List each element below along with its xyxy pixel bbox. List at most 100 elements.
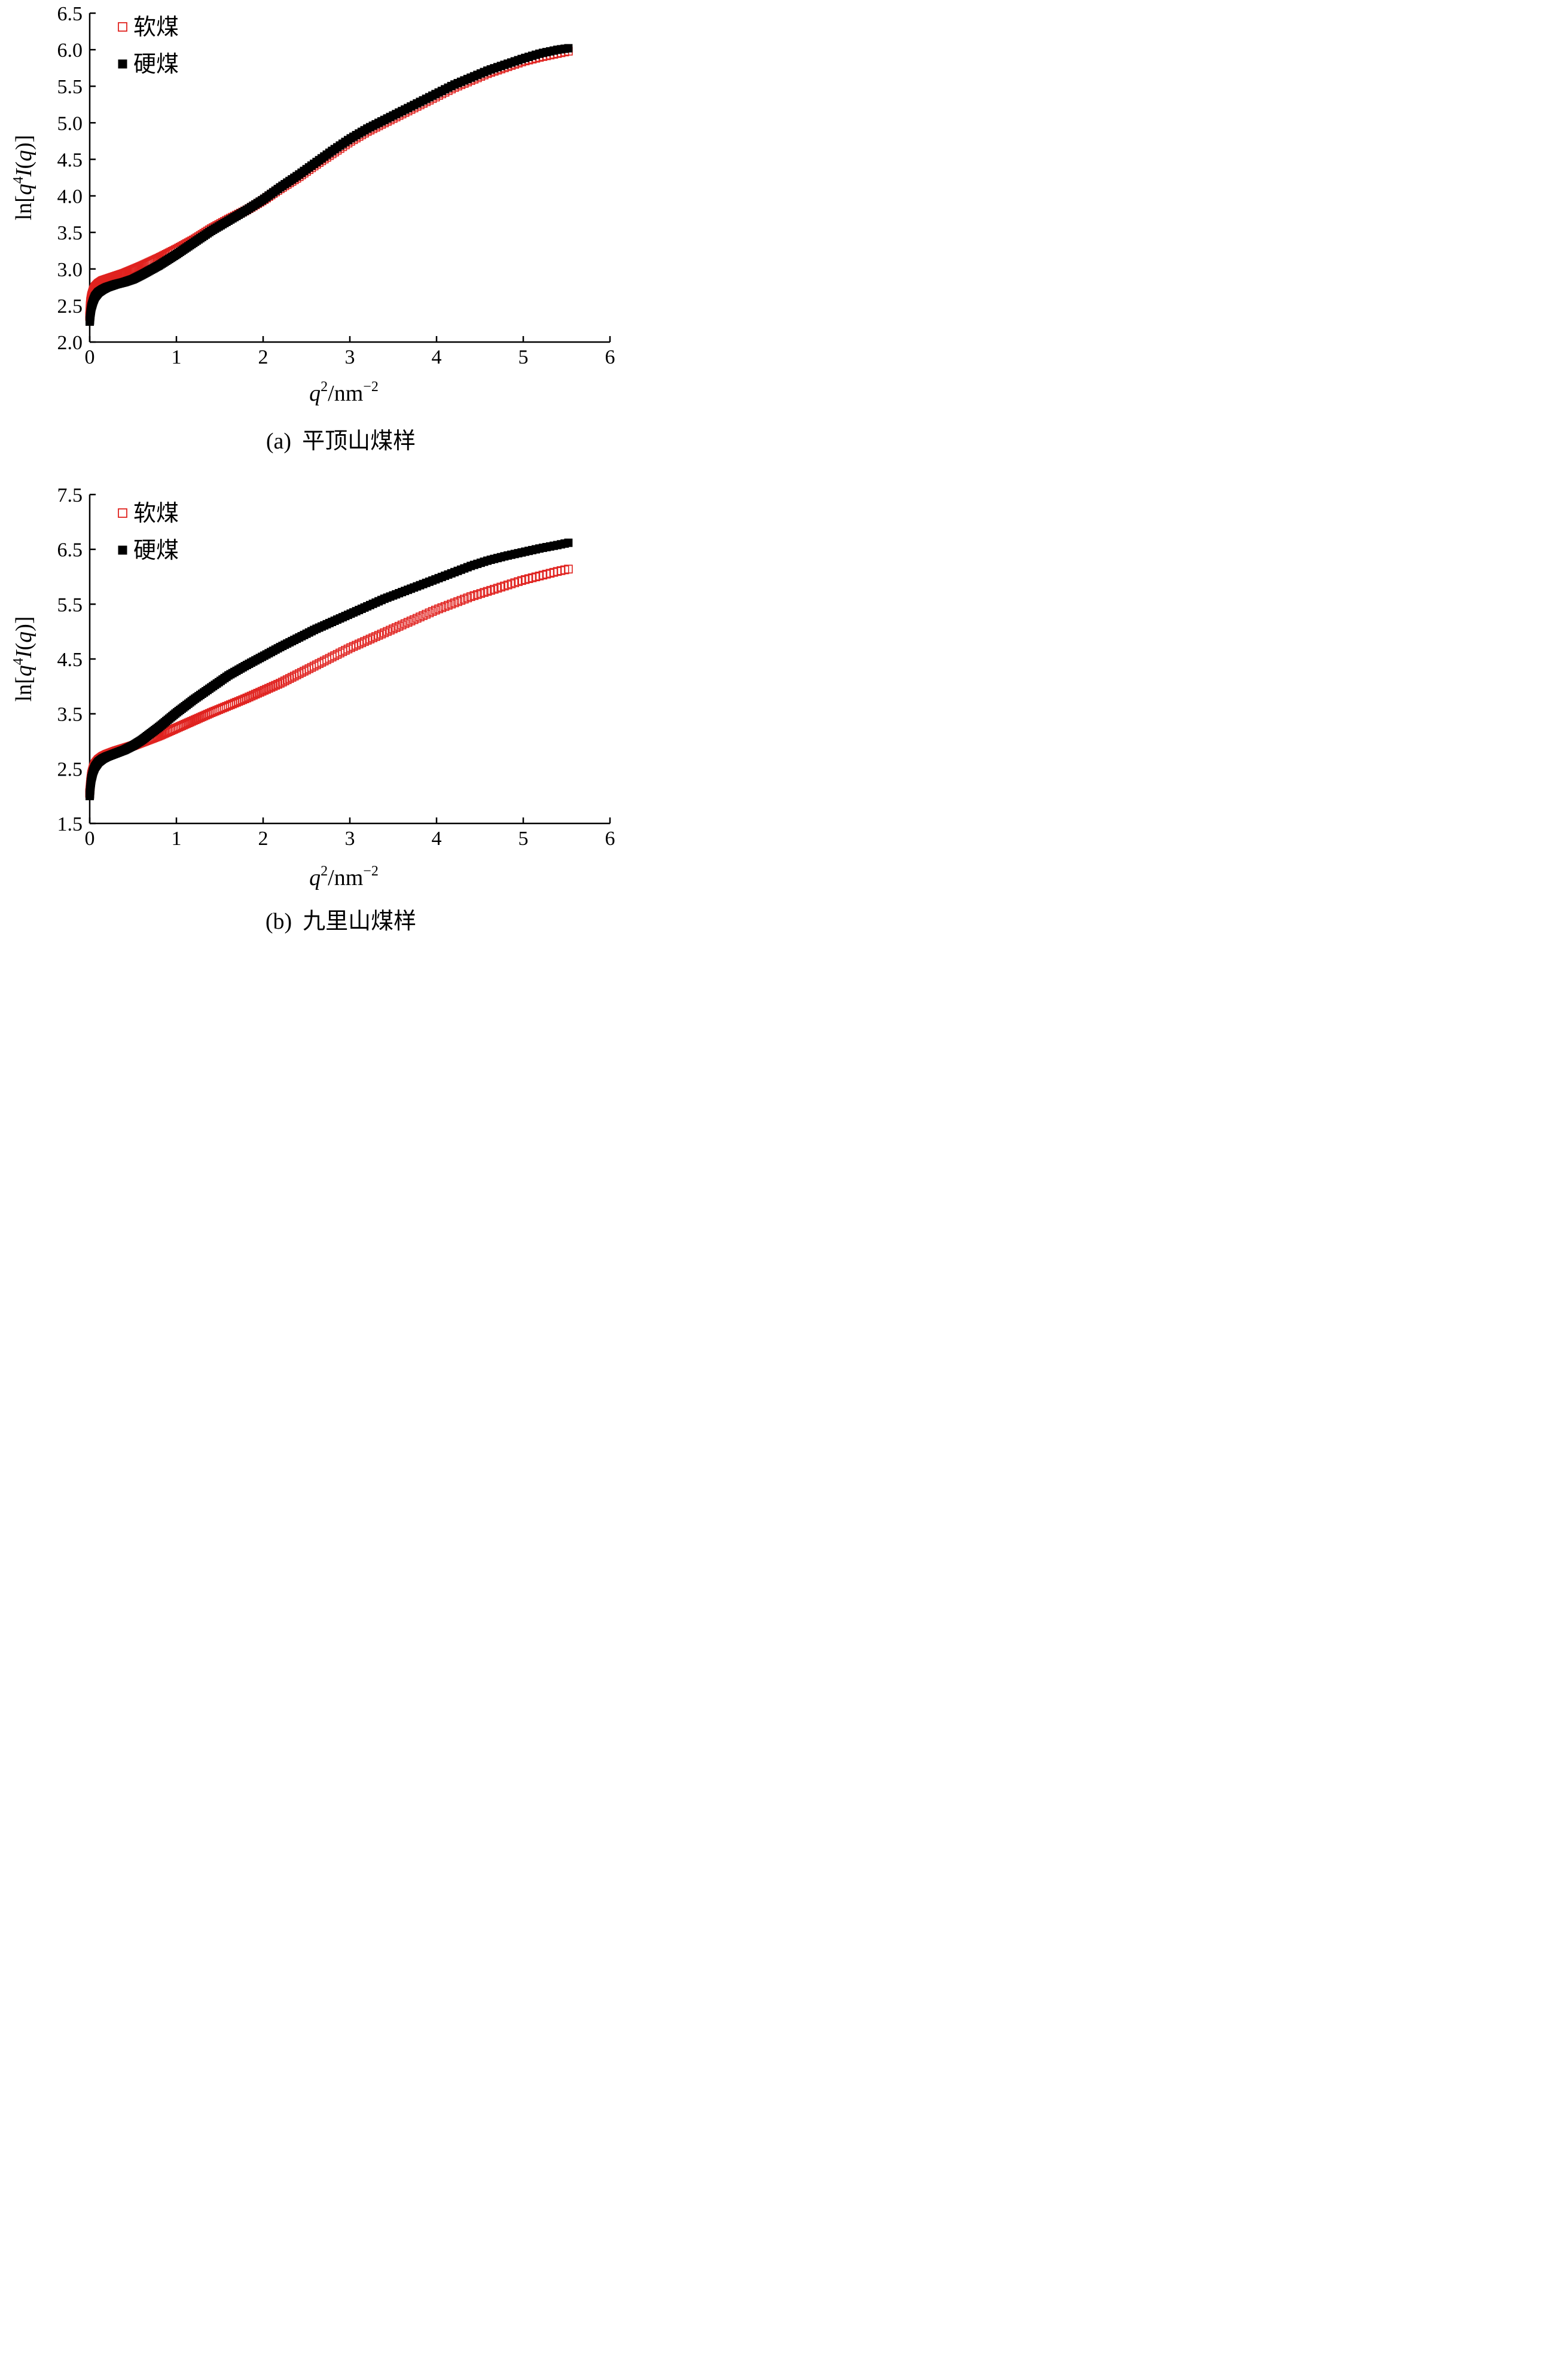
data-point xyxy=(380,628,389,637)
y-axis-label: ln[q4I(q)] xyxy=(11,617,36,702)
data-point xyxy=(391,623,401,632)
x-tick-label: 2 xyxy=(258,346,269,368)
series-hard-coal xyxy=(86,44,573,326)
y-tick-label: 1.5 xyxy=(57,813,83,835)
data-point xyxy=(386,625,395,635)
data-point xyxy=(483,587,492,596)
y-tick-label: 3.5 xyxy=(57,222,83,245)
y-tick-label: 4.5 xyxy=(57,149,83,171)
data-point xyxy=(440,602,450,611)
y-label-paren-close: ) xyxy=(11,142,36,150)
data-point xyxy=(262,685,271,694)
data-point xyxy=(460,594,469,604)
data-point xyxy=(431,605,440,615)
y-tick-label: 4.0 xyxy=(57,186,83,208)
y-label-arg: (q) xyxy=(11,142,36,169)
data-point xyxy=(422,609,431,619)
data-point xyxy=(564,565,573,573)
series-hard-coal xyxy=(86,538,573,801)
data-point xyxy=(349,642,358,651)
data-point xyxy=(352,640,361,650)
x-tick-label: 0 xyxy=(85,828,95,850)
y-tick-label: 6.0 xyxy=(57,39,83,62)
data-point xyxy=(360,637,369,646)
data-point xyxy=(425,608,434,618)
data-point xyxy=(365,634,375,643)
y-label-prefix: ln[ xyxy=(11,195,36,220)
x-tick-label: 6 xyxy=(605,828,615,850)
x-tick-label: 5 xyxy=(518,346,529,368)
legend-label-soft-coal: 软煤 xyxy=(133,14,179,40)
panel-title: 平顶山煤样 xyxy=(302,428,416,454)
data-point xyxy=(377,629,386,639)
y-tick-label: 2.0 xyxy=(57,332,83,354)
data-point xyxy=(357,638,367,648)
data-point xyxy=(179,721,188,730)
data-point xyxy=(368,633,377,642)
y-label-q: q xyxy=(11,184,36,195)
data-point xyxy=(403,618,413,627)
y-label-paren-close: ) xyxy=(11,624,36,631)
x-tick-label: 3 xyxy=(345,346,355,368)
y-label-exp: 4 xyxy=(11,658,26,665)
data-point xyxy=(362,636,372,645)
data-point xyxy=(437,603,447,612)
data-point xyxy=(185,718,194,727)
data-point xyxy=(413,614,422,623)
data-point xyxy=(271,681,280,690)
data-point xyxy=(447,599,456,609)
figure: 2.0 2.5 3.0 3.5 4.0 4.5 5.0 5.5 6.0 6.5 0 1 2 3 4 5 6 ln[… xyxy=(11,3,615,934)
data-point xyxy=(416,612,425,622)
x-tick-label: 1 xyxy=(172,346,182,368)
x-tick-label: 0 xyxy=(85,346,95,368)
y-label-exp: 4 xyxy=(11,176,26,184)
legend-label-hard-coal: 硬煤 xyxy=(133,537,179,563)
y-tick-label: 2.5 xyxy=(57,758,83,780)
data-point xyxy=(564,538,573,547)
series-soft-coal xyxy=(85,565,573,798)
y-label-arg-q: q xyxy=(11,150,36,161)
data-point xyxy=(444,600,453,610)
x-tick-label: 5 xyxy=(518,828,529,850)
data-point xyxy=(428,607,437,616)
x-label-unit-exp: −2 xyxy=(363,379,379,395)
x-tick-label: 6 xyxy=(605,346,615,368)
data-point xyxy=(383,627,392,636)
x-tick-label: 3 xyxy=(345,828,355,850)
data-point xyxy=(419,611,428,620)
data-point xyxy=(434,604,443,614)
panel-title: 九里山煤样 xyxy=(303,908,416,934)
y-tick-label: 3.5 xyxy=(57,704,83,726)
data-point xyxy=(264,684,273,693)
data-point xyxy=(493,584,502,593)
data-point xyxy=(182,719,191,728)
x-tick-label: 1 xyxy=(172,828,182,850)
data-point xyxy=(389,624,398,633)
y-label-paren-open: ( xyxy=(11,161,36,169)
data-point xyxy=(184,718,193,728)
data-point xyxy=(450,598,459,608)
y-label-I: I xyxy=(11,167,36,177)
data-point xyxy=(453,597,462,606)
data-point xyxy=(473,590,482,599)
legend-label-soft-coal: 软煤 xyxy=(133,500,179,526)
y-tick-label: 6.5 xyxy=(57,3,83,25)
panel-label: (b) xyxy=(266,909,292,934)
data-point xyxy=(490,585,499,594)
y-label-prefix: ln[ xyxy=(11,676,36,701)
x-axis-label: q2/nm−2 xyxy=(309,379,379,406)
data-point xyxy=(269,682,278,691)
x-label-q: q xyxy=(309,865,321,890)
data-point xyxy=(476,589,486,598)
data-point xyxy=(257,686,267,696)
panel-label: (a) xyxy=(266,429,291,454)
panel-a: 2.0 2.5 3.0 3.5 4.0 4.5 5.0 5.5 6.0 6.5 0 1 2 3 4 5 6 ln[… xyxy=(11,3,615,454)
panel-b: 1.52.53.54.55.56.57.50 1 2 3 4 5 6ln[q4I(q)]q2… xyxy=(11,484,615,934)
x-tick-label: 4 xyxy=(432,828,442,850)
data-point xyxy=(260,686,269,695)
data-point xyxy=(253,688,263,698)
data-point xyxy=(564,44,573,53)
y-label-I: I xyxy=(11,649,36,658)
y-label-q: q xyxy=(11,665,36,676)
